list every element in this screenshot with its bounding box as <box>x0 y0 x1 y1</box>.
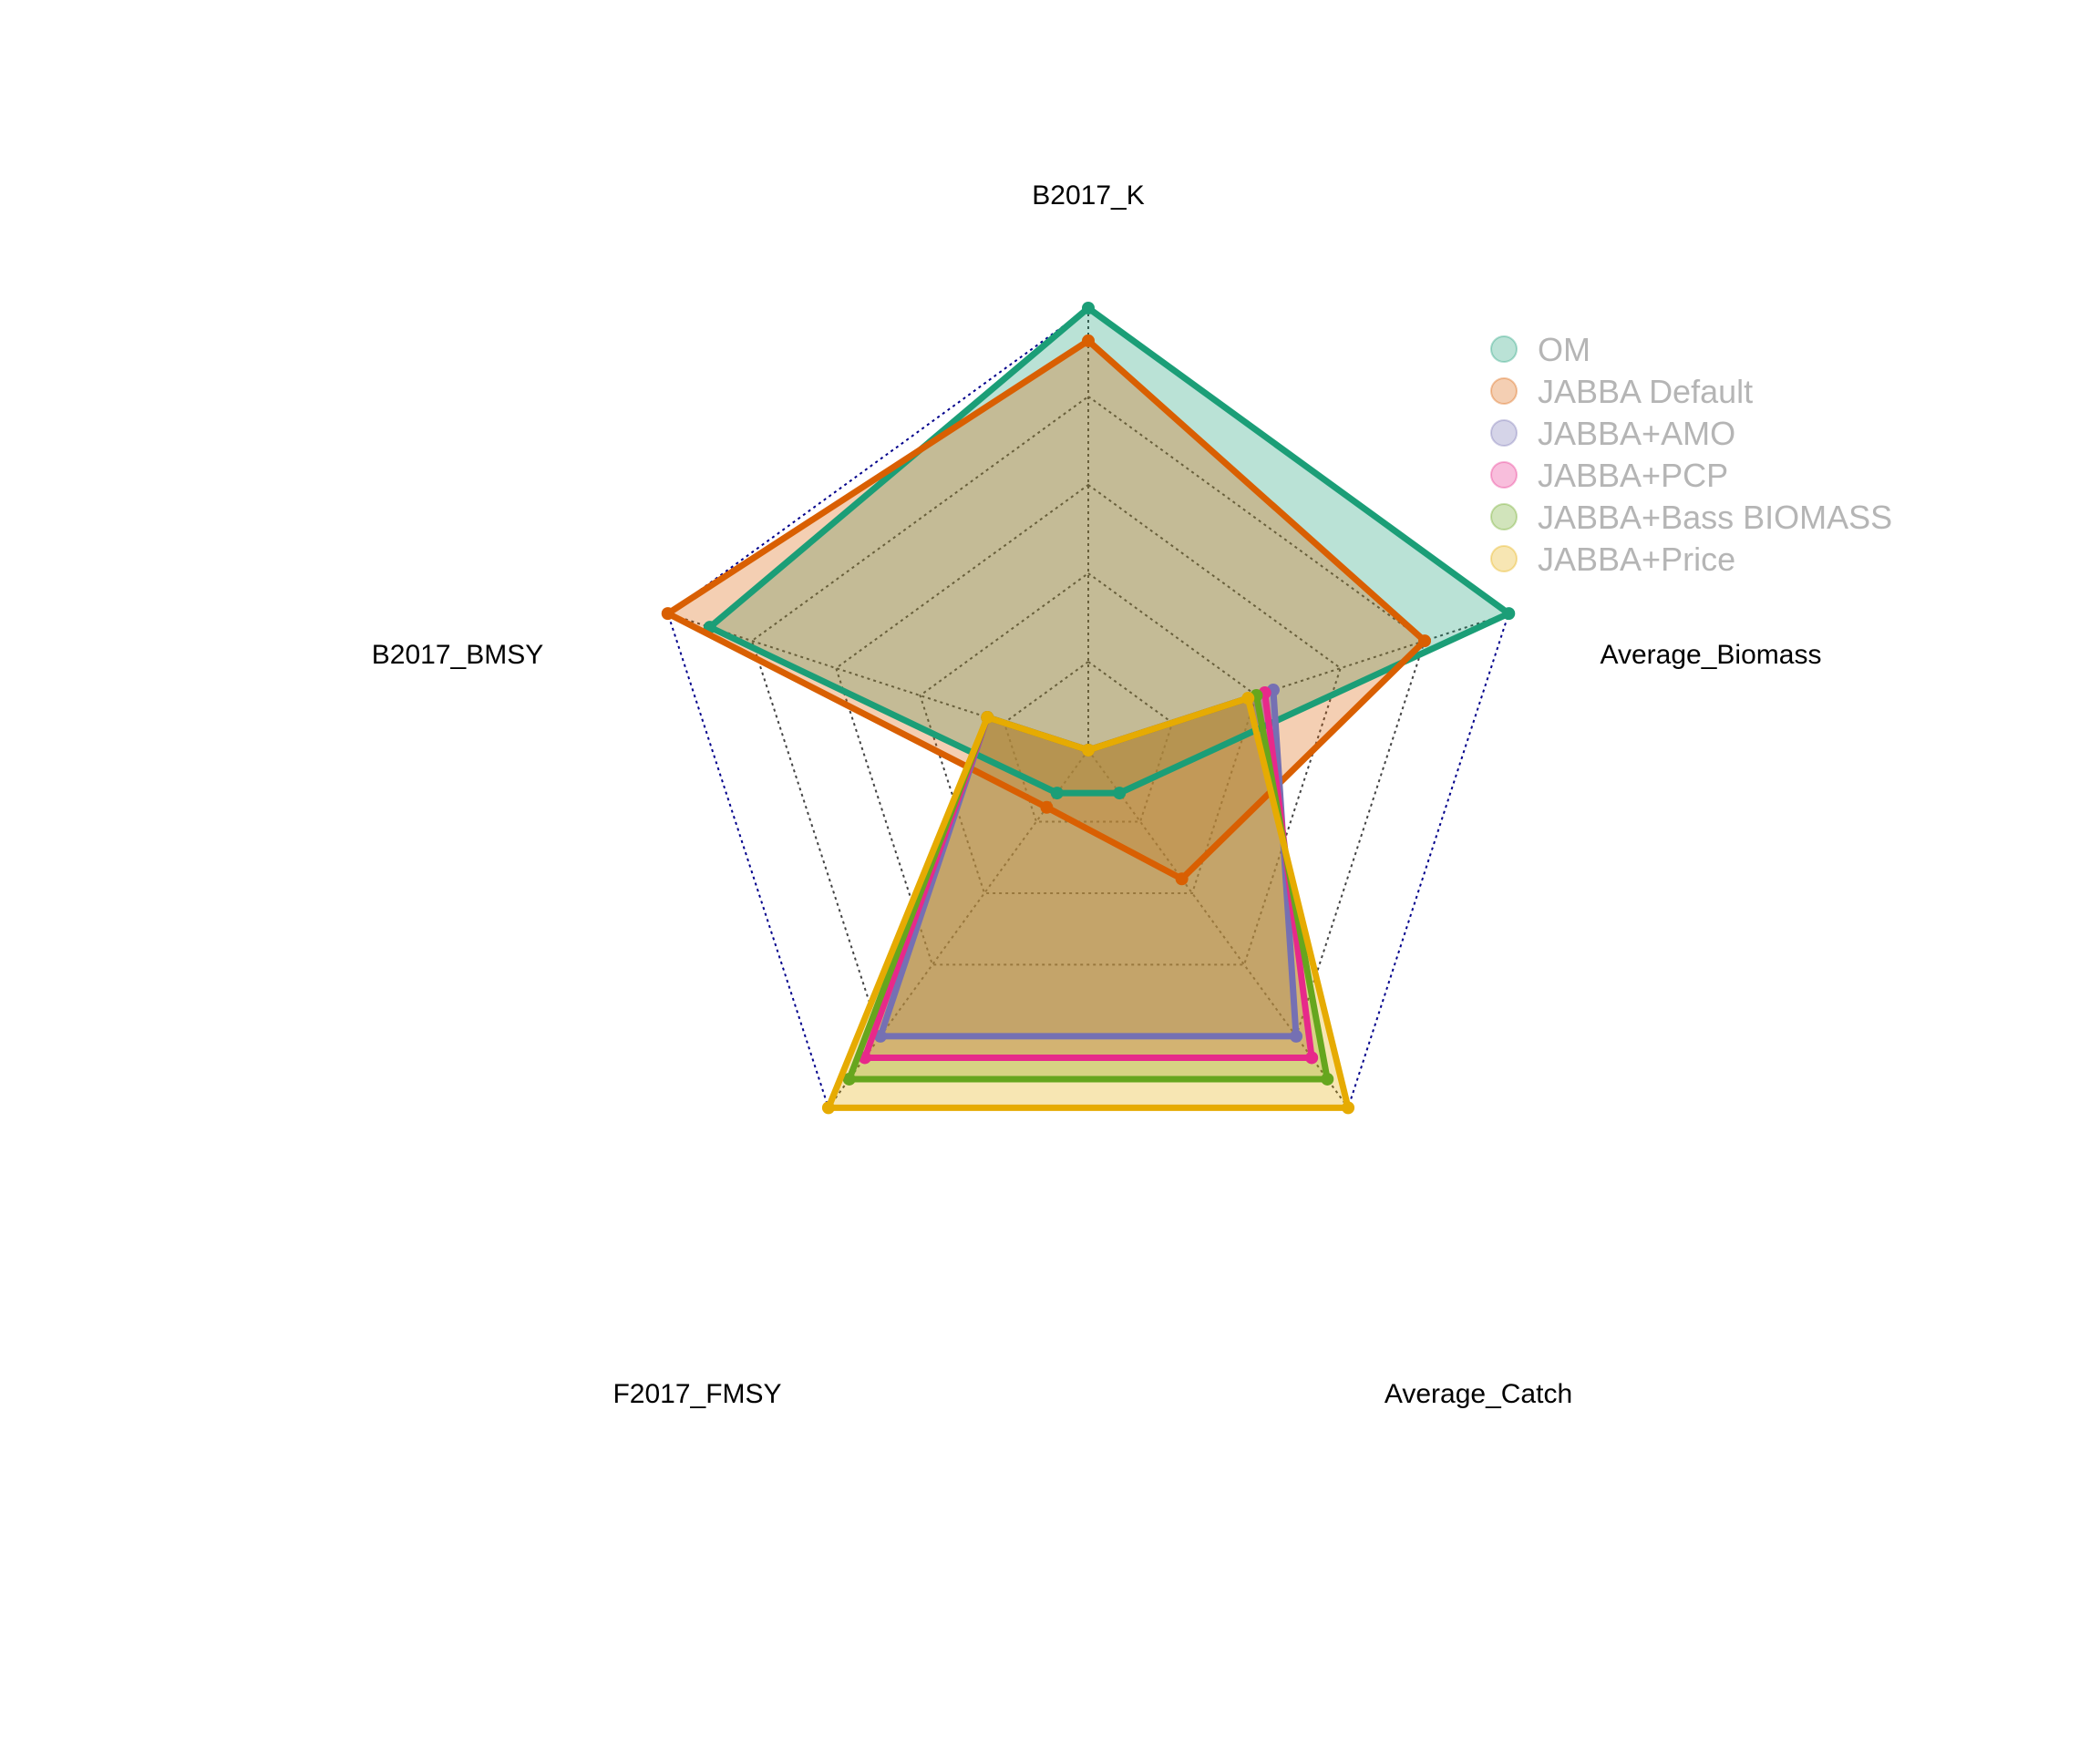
series-point-om-f2017-fmsy <box>1051 787 1064 799</box>
series-fill-layer <box>668 308 1509 1107</box>
legend-label-jabba-amo: JABBA+AMO <box>1538 415 1735 452</box>
series-point-jabba-price-f2017-fmsy <box>822 1101 835 1114</box>
axis-label-b2017-bmsy: B2017_BMSY <box>372 640 543 670</box>
legend-marker-jabba-pcp <box>1491 462 1517 488</box>
series-point-om-b2017-k <box>1082 302 1095 314</box>
series-point-jabba-default-f2017-fmsy <box>1040 801 1053 814</box>
series-point-om-average-biomass <box>1502 607 1515 620</box>
axis-label-b2017-k: B2017_K <box>1032 180 1144 211</box>
series-point-jabba-pcp-average-catch <box>1305 1051 1318 1064</box>
series-point-jabba-price-b2017-bmsy <box>981 711 993 724</box>
series-point-om-average-catch <box>1113 787 1126 799</box>
legend-label-jabba-price: JABBA+Price <box>1538 540 1735 578</box>
legend-marker-om <box>1491 336 1517 362</box>
legend-marker-jabba-amo <box>1491 420 1517 446</box>
series-point-jabba-price-average-biomass <box>1241 692 1254 705</box>
axis-label-average-catch: Average_Catch <box>1385 1379 1572 1409</box>
series-point-jabba-bass-biomass-average-catch <box>1321 1073 1333 1086</box>
legend-label-jabba-bass-biomass: JABBA+Bass BIOMASS <box>1538 499 1892 536</box>
series-point-jabba-price-b2017-k <box>1082 744 1095 757</box>
series-point-jabba-default-b2017-k <box>1082 335 1095 347</box>
axis-label-f2017-fmsy: F2017_FMSY <box>612 1379 781 1409</box>
axis-label-average-biomass: Average_Biomass <box>1601 640 1822 670</box>
legend-marker-jabba-bass-biomass <box>1491 504 1517 530</box>
series-point-jabba-default-average-biomass <box>1418 634 1431 647</box>
legend-label-jabba-pcp: JABBA+PCP <box>1538 457 1728 494</box>
legend-marker-jabba-price <box>1491 546 1517 571</box>
legend: OM JABBA Default JABBA+AMO JABBA+PCP JAB… <box>1491 331 1892 578</box>
legend-label-jabba-default: JABBA Default <box>1538 373 1753 410</box>
series-point-jabba-default-average-catch <box>1176 872 1189 885</box>
legend-label-om: OM <box>1538 331 1590 368</box>
legend-marker-jabba-default <box>1491 378 1517 404</box>
series-point-jabba-price-average-catch <box>1342 1101 1354 1114</box>
series-point-jabba-amo-average-catch <box>1290 1030 1302 1043</box>
series-point-jabba-default-b2017-bmsy <box>662 607 674 620</box>
